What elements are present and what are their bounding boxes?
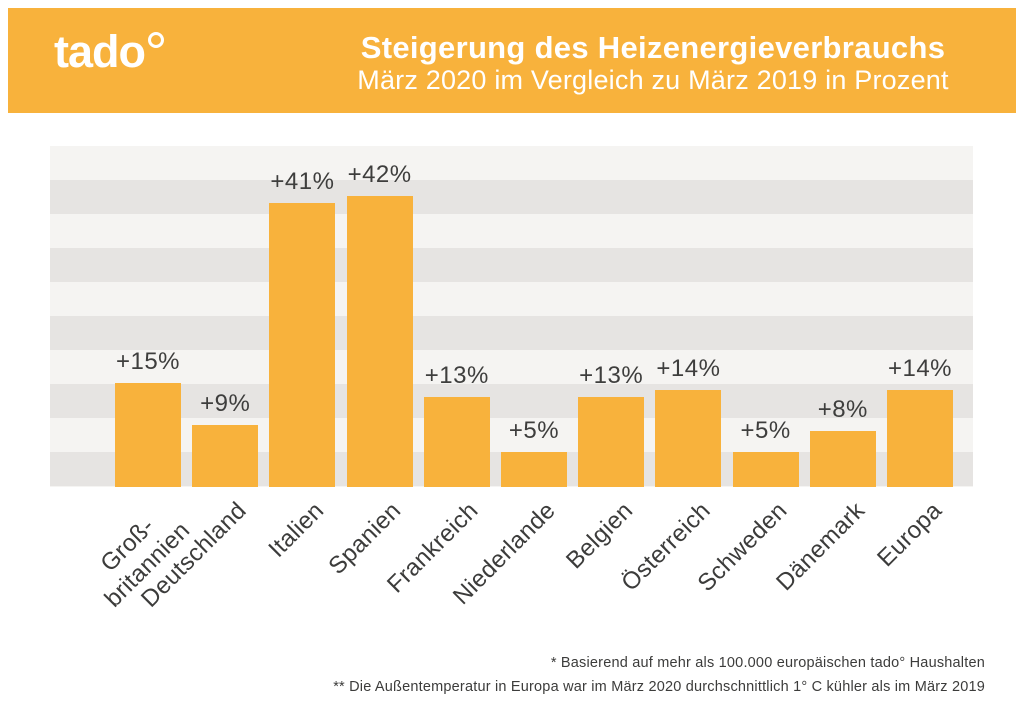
chart-bar	[269, 203, 336, 487]
bar-value-label: +14%	[656, 355, 721, 382]
page-subtitle: März 2020 im Vergleich zu März 2019 in P…	[357, 65, 949, 95]
chart-bar	[809, 431, 876, 487]
page-title: Steigerung des Heizenergieverbrauchs	[360, 30, 946, 65]
footnotes: * Basierend auf mehr als 100.000 europäi…	[333, 651, 985, 699]
bar-value-label: +13%	[579, 362, 644, 389]
chart-bar	[423, 397, 490, 487]
chart-bar	[655, 390, 722, 487]
bar-value-label: +15%	[115, 348, 181, 375]
chart-bar	[115, 383, 181, 487]
x-axis-label: Europa	[871, 497, 948, 573]
header-banner: tado Steigerung des Heizenergieverbrauch…	[8, 8, 1016, 113]
bar-value-label: +5%	[740, 417, 791, 444]
chart-bar	[346, 196, 413, 487]
footnote-1: * Basierend auf mehr als 100.000 europäi…	[550, 655, 985, 671]
bar-value-label: +8%	[817, 396, 868, 423]
footnote-2: ** Die Außentemperatur in Europa war im …	[333, 679, 985, 695]
chart-bar	[501, 452, 567, 487]
bar-value-label: +13%	[424, 362, 489, 389]
chart-bar	[192, 425, 259, 487]
chart-bar	[578, 397, 645, 487]
bar-value-label: +42%	[347, 161, 412, 188]
plot-area: +15% Groß- britannien +9% Deutschland +41% It…	[50, 146, 973, 613]
tado-logo-text: tado	[54, 26, 146, 77]
x-axis-label: Belgien	[561, 497, 639, 575]
x-axis-label: Italien	[263, 497, 330, 563]
bar-value-label: +5%	[508, 417, 560, 444]
bar-value-label: +14%	[887, 355, 953, 382]
chart-bar	[887, 390, 953, 487]
header-titles: Steigerung des Heizenergieverbrauchs Mär…	[308, 8, 998, 113]
tado-logo: tado	[54, 28, 164, 76]
bar-value-label: +9%	[200, 390, 251, 417]
bar-value-label: +41%	[270, 168, 335, 195]
chart-bar	[732, 452, 799, 487]
degree-icon	[148, 32, 164, 48]
